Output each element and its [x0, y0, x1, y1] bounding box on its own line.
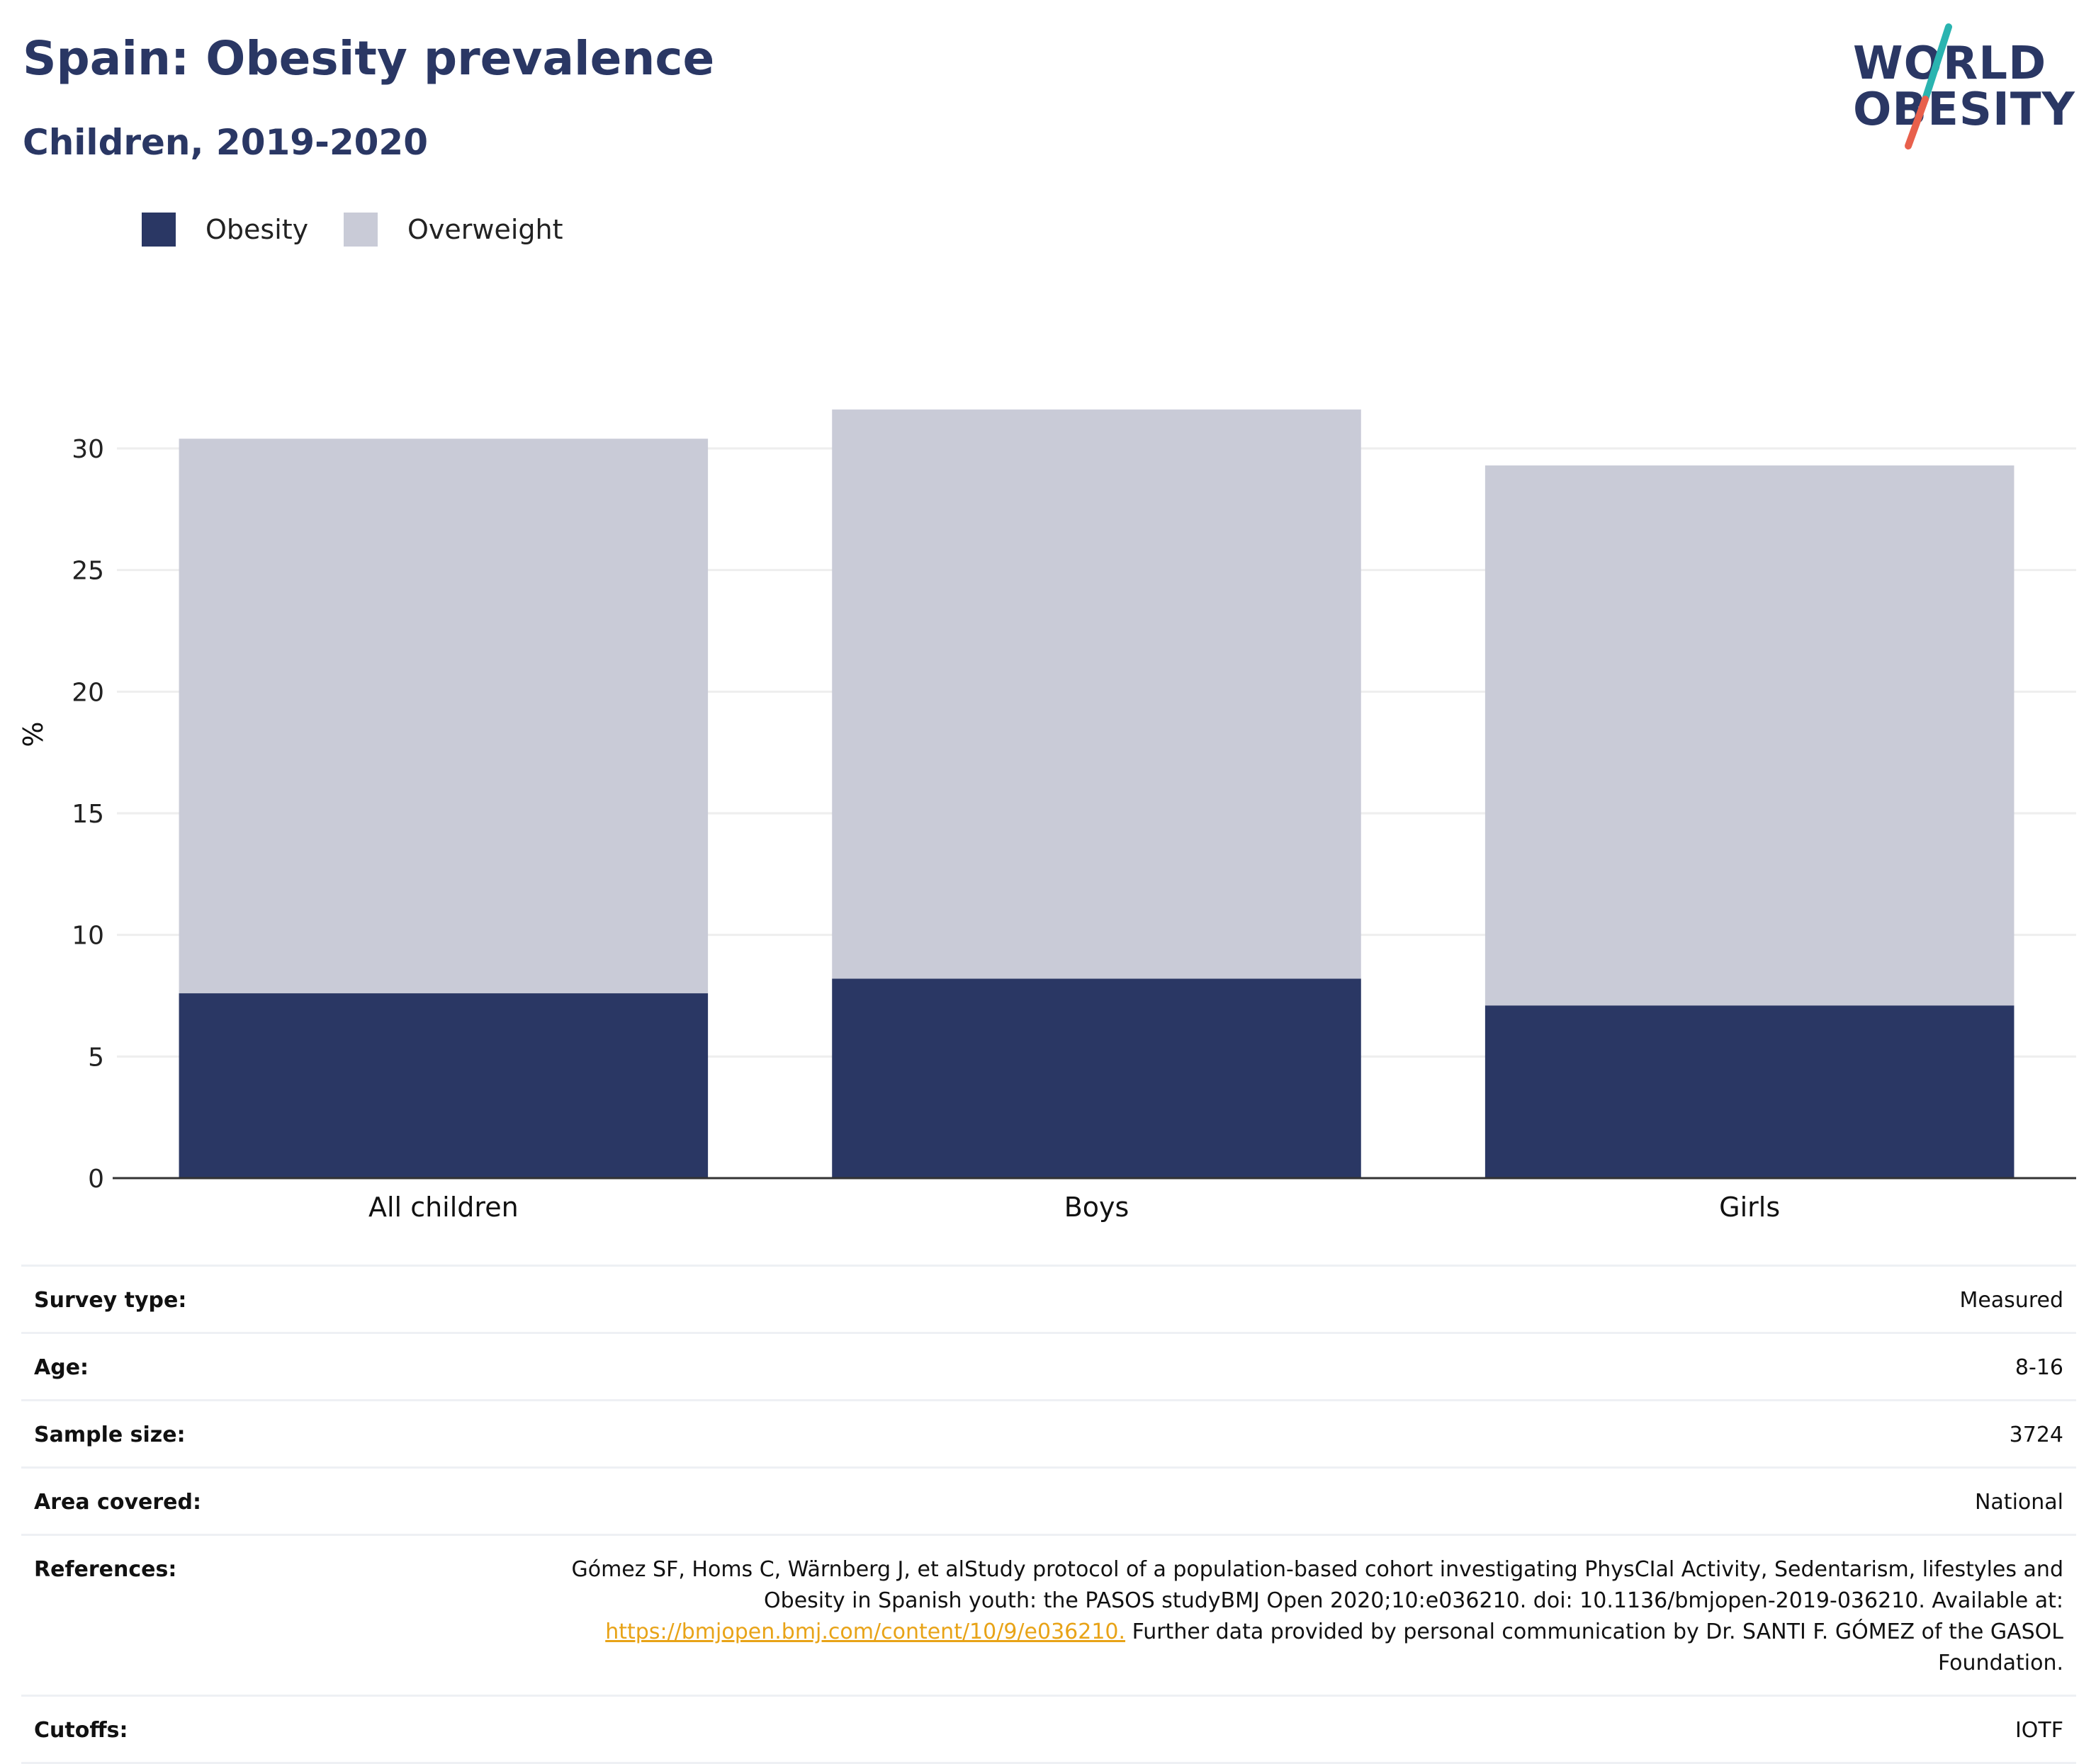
y-axis-title: % [18, 721, 49, 747]
y-tick-label: 30 [72, 435, 104, 464]
info-row-cutoffs: Cutoffs: IOTF [21, 1697, 2076, 1764]
x-tick-label: Boys [1064, 1192, 1129, 1223]
chart-title: Spain: Obesity prevalence [23, 31, 715, 86]
survey-info-table: Survey type: Measured Age: 8-16 Sample s… [21, 1265, 2076, 1764]
reference-text: Gómez SF, Homs C, Wärnberg J, et alStudy… [571, 1557, 2063, 1613]
bar-obesity [1484, 1005, 2015, 1178]
y-tick-label: 25 [72, 557, 104, 586]
info-label: Sample size: [34, 1423, 186, 1447]
info-row-references: References: Gómez SF, Homs C, Wärnberg J… [21, 1536, 2076, 1697]
info-value: 8-16 [2015, 1355, 2063, 1380]
info-value: 3724 [2009, 1423, 2063, 1447]
world-obesity-logo[interactable]: WORLD OBESITY [1846, 20, 2080, 151]
info-label: Cutoffs: [34, 1718, 128, 1743]
info-label: Area covered: [34, 1490, 201, 1515]
bar-overweight [1484, 465, 2015, 1006]
reference-link[interactable]: https://bmjopen.bmj.com/content/10/9/e03… [605, 1619, 1126, 1644]
info-value: National [1974, 1490, 2063, 1515]
y-tick-label: 20 [72, 678, 104, 707]
y-tick-label: 10 [72, 922, 104, 951]
bar-overweight [832, 409, 1361, 979]
logo-text-obesity: OBESITY [1853, 84, 2075, 136]
bars [179, 409, 2015, 1178]
info-row-sample-size: Sample size: 3724 [21, 1401, 2076, 1469]
y-tick-label: 5 [88, 1043, 104, 1072]
bar-obesity [832, 978, 1361, 1178]
legend-label-overweight: Overweight [407, 214, 563, 245]
info-row-age: Age: 8-16 [21, 1334, 2076, 1401]
legend-label-obesity: Obesity [205, 214, 309, 245]
legend-swatch-obesity [142, 213, 176, 247]
chart-subtitle: Children, 2019-2020 [23, 122, 428, 163]
info-value: IOTF [2015, 1718, 2063, 1743]
y-tick-label: 0 [88, 1165, 104, 1194]
reference-text-after: Further data provided by personal commun… [1125, 1619, 2063, 1675]
stacked-bar-chart: 0 5 10 15 20 25 30 All children Boys Girls% [18, 409, 2076, 1223]
info-row-survey-type: Survey type: Measured [21, 1267, 2076, 1334]
axes: 0 5 10 15 20 25 30 All children Boys Girls% [18, 435, 2076, 1223]
info-value-references: Gómez SF, Homs C, Wärnberg J, et alStudy… [519, 1554, 2063, 1679]
info-label: References: [34, 1557, 177, 1582]
logo-text-world: WORLD [1853, 38, 2047, 90]
legend-swatch-overweight [344, 213, 378, 247]
info-value: Measured [1959, 1288, 2063, 1313]
x-tick-label: Girls [1719, 1192, 1780, 1223]
x-tick-label: All children [368, 1192, 519, 1223]
info-label: Age: [34, 1355, 89, 1380]
bar-obesity [179, 993, 709, 1178]
logo-slash-icon [1905, 23, 1952, 149]
info-row-area-covered: Area covered: National [21, 1469, 2076, 1536]
y-tick-label: 15 [72, 800, 104, 829]
info-label: Survey type: [34, 1288, 187, 1313]
bar-overweight [179, 439, 709, 994]
